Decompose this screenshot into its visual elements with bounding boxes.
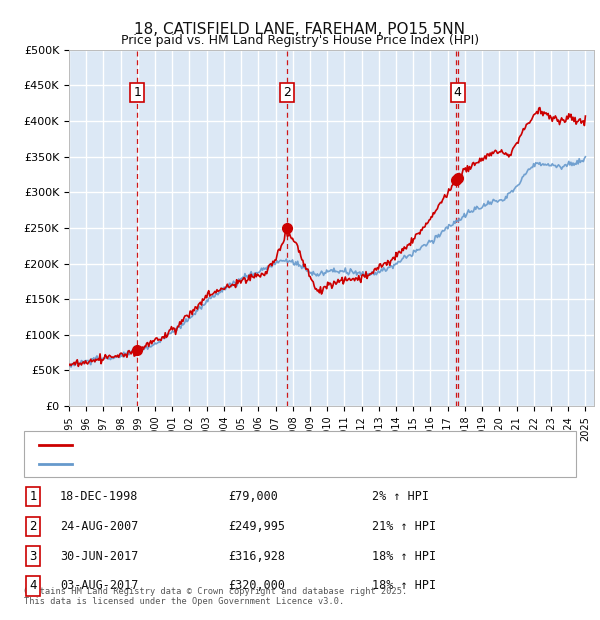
- Text: 4: 4: [29, 580, 37, 592]
- Text: 18% ↑ HPI: 18% ↑ HPI: [372, 580, 436, 592]
- Text: 30-JUN-2017: 30-JUN-2017: [60, 550, 139, 562]
- Text: 18-DEC-1998: 18-DEC-1998: [60, 490, 139, 503]
- Text: Contains HM Land Registry data © Crown copyright and database right 2025.
This d: Contains HM Land Registry data © Crown c…: [24, 587, 407, 606]
- Text: £249,995: £249,995: [228, 520, 285, 533]
- Text: 24-AUG-2007: 24-AUG-2007: [60, 520, 139, 533]
- Text: 2: 2: [283, 86, 290, 99]
- Text: 21% ↑ HPI: 21% ↑ HPI: [372, 520, 436, 533]
- Text: 3: 3: [29, 550, 37, 562]
- Text: HPI: Average price, semi-detached house, Fareham: HPI: Average price, semi-detached house,…: [78, 459, 344, 469]
- Text: 18, CATISFIELD LANE, FAREHAM, PO15 5NN (semi-detached house): 18, CATISFIELD LANE, FAREHAM, PO15 5NN (…: [78, 440, 427, 450]
- Text: 2% ↑ HPI: 2% ↑ HPI: [372, 490, 429, 503]
- Text: 18% ↑ HPI: 18% ↑ HPI: [372, 550, 436, 562]
- Text: Price paid vs. HM Land Registry's House Price Index (HPI): Price paid vs. HM Land Registry's House …: [121, 34, 479, 47]
- Text: 03-AUG-2017: 03-AUG-2017: [60, 580, 139, 592]
- Text: 1: 1: [29, 490, 37, 503]
- Text: £320,000: £320,000: [228, 580, 285, 592]
- Text: 2: 2: [29, 520, 37, 533]
- Text: 1: 1: [133, 86, 141, 99]
- Text: 4: 4: [454, 86, 461, 99]
- Text: £79,000: £79,000: [228, 490, 278, 503]
- Text: £316,928: £316,928: [228, 550, 285, 562]
- Text: 18, CATISFIELD LANE, FAREHAM, PO15 5NN: 18, CATISFIELD LANE, FAREHAM, PO15 5NN: [134, 22, 466, 37]
